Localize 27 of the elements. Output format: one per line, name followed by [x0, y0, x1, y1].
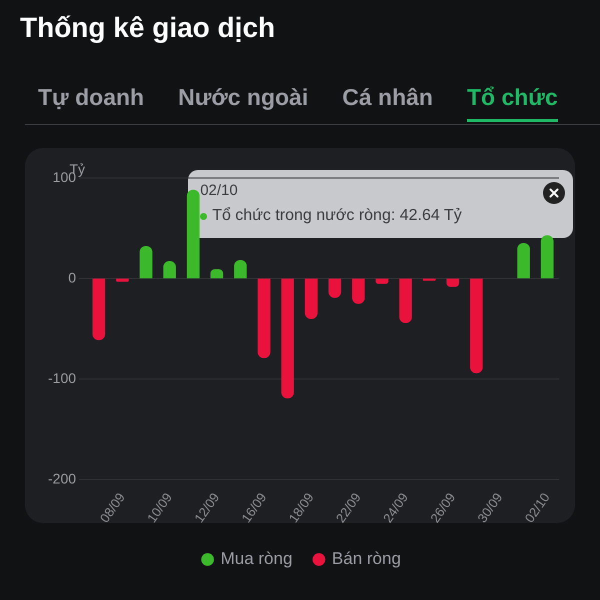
legend-label: Bán ròng: [332, 549, 401, 568]
y-tick-label: 0: [68, 269, 76, 286]
bar: [281, 278, 294, 398]
text: Tự doanh: [38, 84, 144, 112]
annotation: 02/10: [200, 182, 238, 199]
bar: [446, 278, 460, 287]
bar: [186, 190, 200, 278]
bar: [258, 278, 270, 358]
bar: [116, 278, 129, 282]
bar: [540, 235, 554, 278]
annotation: Tổ chức trong nước ròng: 42.64 Tỷ: [212, 207, 462, 225]
bar: [399, 278, 412, 324]
bar: [517, 242, 530, 278]
bar: [376, 278, 388, 284]
chart-subtitle: Tổ chức: [466, 84, 558, 122]
bar: [470, 278, 483, 374]
bar: [328, 278, 342, 298]
y-tick-label: -100: [48, 370, 76, 386]
bar: [352, 278, 365, 304]
bar: [92, 278, 106, 340]
text: Cá nhân: [342, 84, 433, 112]
legend-label: Mua ròng: [220, 549, 292, 568]
bar: [304, 278, 318, 319]
y-tick-label: -200: [48, 470, 76, 486]
chart-title: Thống kê giao dịch: [20, 12, 276, 44]
bar: [140, 246, 152, 278]
text: Nước ngoài: [178, 84, 308, 112]
